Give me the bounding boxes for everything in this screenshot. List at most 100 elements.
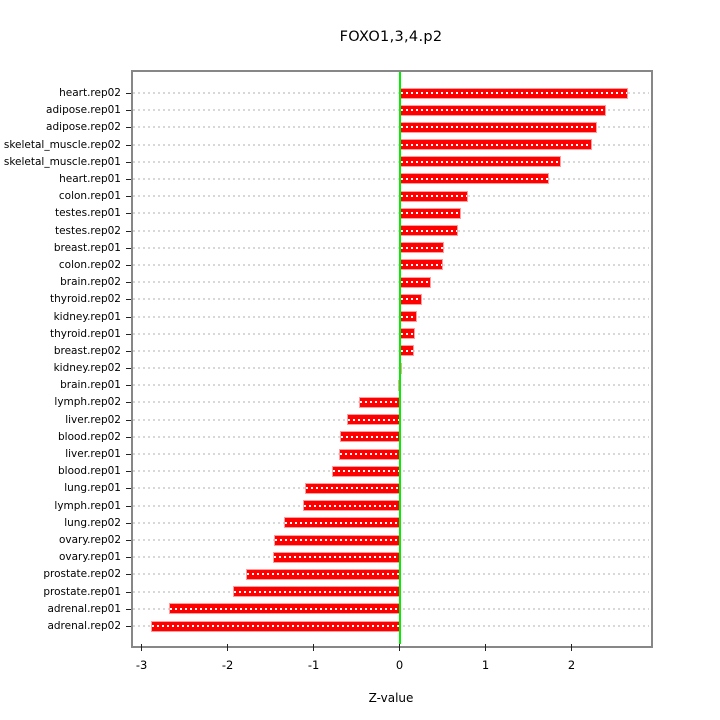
y-tick (126, 626, 133, 627)
y-tick (126, 557, 133, 559)
bar-grid-overlay (400, 281, 430, 284)
x-axis-label: Z-value (368, 691, 414, 705)
y-tick-label: adrenal.rep01 (47, 602, 121, 615)
y-tick-label: brain.rep01 (60, 379, 121, 392)
y-tick (126, 333, 133, 335)
y-tick (126, 230, 133, 232)
y-tick (126, 385, 133, 387)
y-tick-label: blood.rep01 (57, 465, 121, 478)
y-tick (126, 144, 133, 146)
y-tick-label: colon.rep01 (58, 190, 121, 203)
bar-grid-overlay (400, 332, 415, 335)
grid-line (133, 92, 649, 94)
bar-grid-overlay (306, 487, 399, 490)
x-tick (226, 644, 229, 651)
y-tick (126, 282, 133, 284)
y-tick (126, 93, 133, 94)
y-tick-label: thyroid.rep01 (50, 327, 121, 340)
y-tick-label: skeletal_muscle.rep01 (3, 155, 121, 168)
bar-grid-overlay (400, 160, 561, 163)
y-tick (126, 522, 133, 524)
y-tick-label: skeletal_muscle.rep02 (3, 138, 121, 151)
y-tick-label: lung.rep02 (64, 516, 121, 529)
zero-line (398, 72, 401, 644)
bar-grid-overlay (400, 298, 421, 301)
y-tick-label: testes.rep01 (54, 207, 121, 220)
y-tick (126, 161, 133, 163)
y-tick (126, 505, 133, 507)
y-tick (126, 540, 133, 542)
x-tick-label: 1 (481, 658, 490, 672)
y-tick-label: breast.rep01 (53, 241, 121, 254)
x-tick-label: 0 (395, 658, 404, 672)
y-tick (126, 350, 133, 352)
y-tick-label: adrenal.rep02 (47, 620, 121, 632)
y-tick-label: lymph.rep01 (54, 499, 121, 512)
grid-line (133, 126, 649, 129)
bar-grid-overlay (360, 401, 399, 404)
y-tick-label: colon.rep02 (58, 258, 121, 271)
bar-grid-overlay (400, 195, 467, 198)
y-tick-label: prostate.rep02 (43, 568, 121, 581)
y-tick (126, 471, 133, 473)
y-tick (126, 574, 133, 576)
y-tick-label: breast.rep02 (53, 344, 121, 357)
x-tick (398, 644, 401, 651)
y-tick (126, 299, 133, 301)
y-tick (126, 213, 133, 215)
y-tick (126, 488, 133, 490)
y-tick (126, 454, 133, 456)
grid-line (133, 384, 649, 387)
bar-grid-overlay (348, 418, 399, 421)
y-tick-label: adipose.rep01 (46, 104, 121, 117)
bar-grid-overlay (400, 315, 416, 318)
grid-line (133, 349, 649, 352)
y-tick-label: blood.rep02 (57, 430, 121, 443)
y-tick-label: adipose.rep02 (46, 121, 121, 134)
bar-grid-overlay (304, 504, 399, 507)
bar-grid-overlay (400, 349, 414, 352)
y-tick (126, 419, 133, 421)
bar-grid-overlay (400, 143, 592, 146)
y-tick (126, 591, 133, 593)
bar-grid-overlay (400, 177, 549, 180)
y-tick-label: lymph.rep02 (54, 396, 121, 409)
grid-line (133, 367, 649, 370)
grid-line (133, 195, 649, 198)
y-tick-label: testes.rep02 (54, 224, 121, 237)
grid-line (133, 298, 649, 301)
y-tick-label: heart.rep01 (59, 172, 121, 185)
bar-grid-overlay (400, 229, 458, 232)
y-tick (126, 178, 133, 180)
grid-line (133, 281, 649, 284)
y-tick (126, 368, 133, 370)
bar-grid-overlay (400, 263, 442, 266)
y-tick (126, 110, 133, 112)
bar-grid-overlay (400, 109, 605, 112)
bar-grid-overlay (152, 625, 399, 627)
grid-line (133, 109, 649, 112)
plot-area: heart.rep02 adipose.rep01 adipose.rep02 ske… (4, 70, 653, 672)
y-tick-label: liver.rep01 (65, 448, 121, 461)
y-tick (126, 127, 133, 129)
x-tick (140, 644, 143, 651)
y-tick-label: heart.rep02 (59, 87, 121, 99)
bar-grid-overlay (340, 453, 399, 456)
y-tick (126, 436, 133, 438)
bar-grid-overlay (400, 246, 444, 249)
y-tick (126, 608, 133, 610)
x-tick (312, 644, 315, 651)
bar-grid-overlay (400, 126, 597, 129)
y-tick (126, 316, 133, 318)
bar-grid-overlay (285, 521, 399, 524)
grid-line (133, 315, 649, 318)
bar-grid-overlay (275, 539, 399, 542)
bar-grid-overlay (341, 435, 399, 438)
y-tick-label: lung.rep01 (64, 482, 121, 495)
x-tick-label: -1 (307, 658, 320, 672)
grid-line (133, 160, 649, 163)
bar-grid-overlay (332, 470, 399, 473)
grid-line (133, 212, 649, 215)
x-tick-label: 2 (567, 658, 576, 672)
